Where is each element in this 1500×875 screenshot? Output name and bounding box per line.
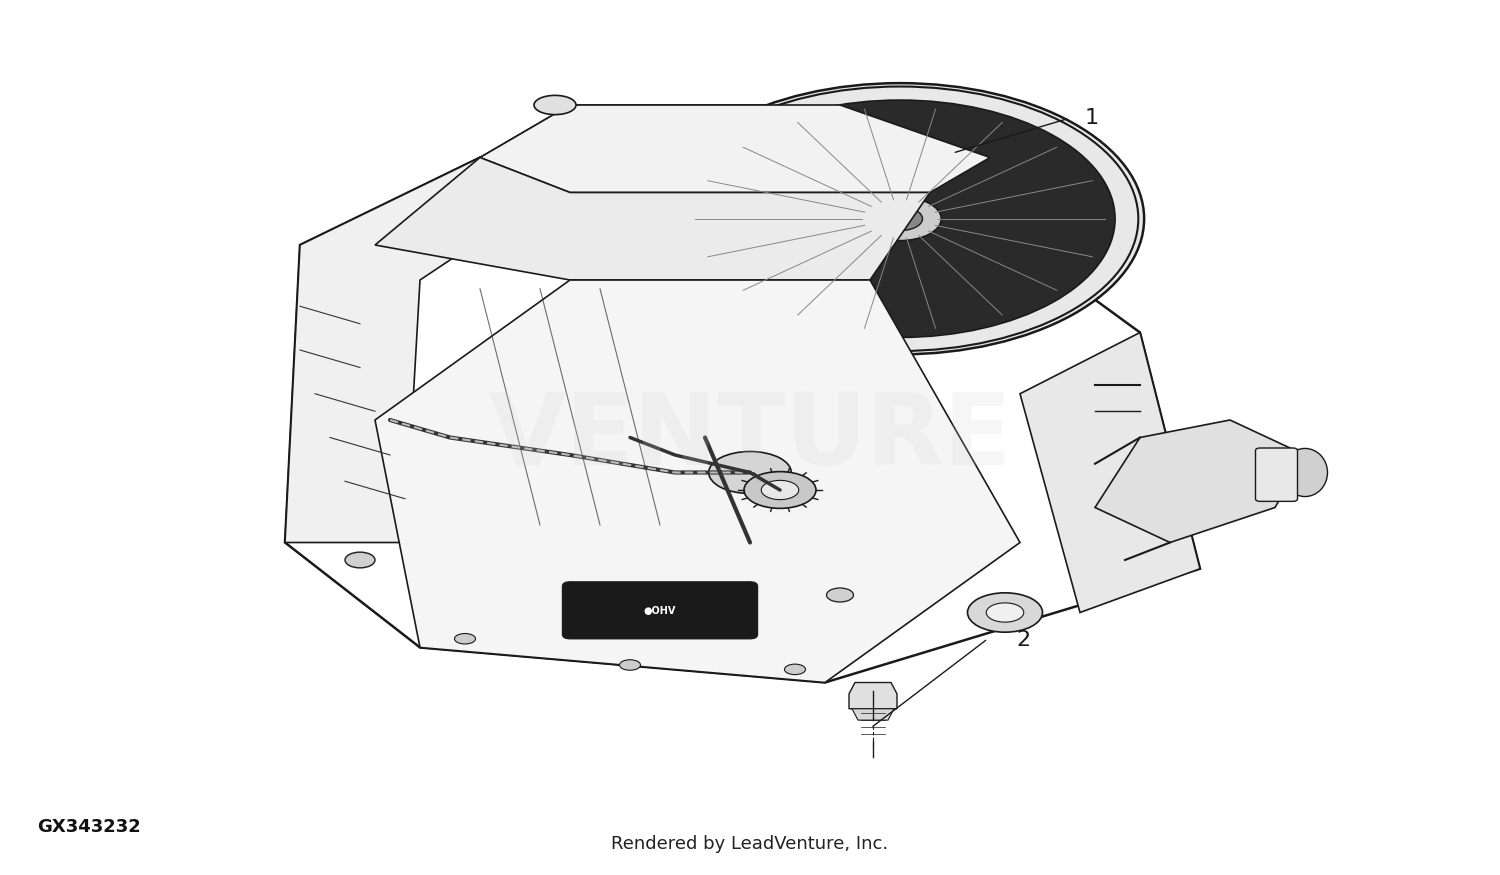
Text: 1: 1 <box>1084 108 1100 128</box>
Polygon shape <box>1020 332 1200 612</box>
Ellipse shape <box>784 664 806 675</box>
Ellipse shape <box>987 603 1024 622</box>
Ellipse shape <box>827 588 854 602</box>
Polygon shape <box>375 158 930 280</box>
Polygon shape <box>285 158 525 542</box>
Text: Rendered by LeadVenture, Inc.: Rendered by LeadVenture, Inc. <box>612 835 888 853</box>
FancyBboxPatch shape <box>562 582 758 639</box>
Ellipse shape <box>760 480 798 500</box>
Ellipse shape <box>878 207 922 231</box>
Polygon shape <box>1095 420 1305 542</box>
Polygon shape <box>375 280 1020 682</box>
Ellipse shape <box>686 100 1114 338</box>
Ellipse shape <box>708 452 792 493</box>
Polygon shape <box>852 709 894 720</box>
Ellipse shape <box>744 472 816 508</box>
Ellipse shape <box>968 593 1042 632</box>
Ellipse shape <box>656 83 1144 354</box>
Ellipse shape <box>454 634 476 644</box>
Polygon shape <box>849 682 897 709</box>
Text: 2: 2 <box>1016 631 1031 650</box>
Text: GX343232: GX343232 <box>38 817 141 836</box>
Polygon shape <box>480 105 990 192</box>
Ellipse shape <box>534 95 576 115</box>
Text: ●OHV: ●OHV <box>644 606 676 616</box>
Ellipse shape <box>1282 448 1328 497</box>
Ellipse shape <box>858 197 942 241</box>
Text: VENTURE: VENTURE <box>488 389 1012 486</box>
FancyBboxPatch shape <box>1256 448 1298 501</box>
Polygon shape <box>480 105 900 210</box>
Ellipse shape <box>620 660 640 670</box>
Ellipse shape <box>345 552 375 568</box>
